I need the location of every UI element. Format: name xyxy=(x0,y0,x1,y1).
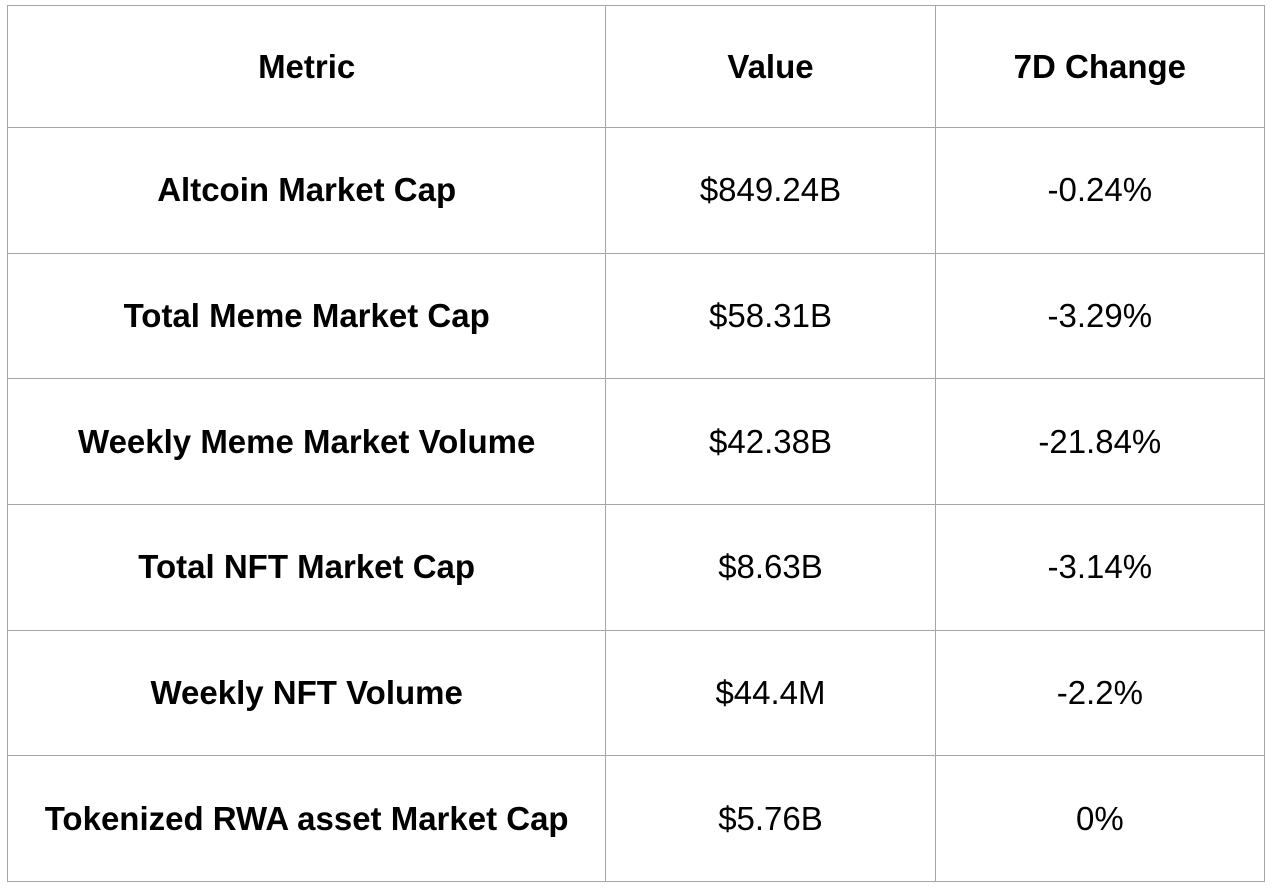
table-row: Tokenized RWA asset Market Cap $5.76B 0% xyxy=(6,755,1266,882)
cell-change: 0% xyxy=(934,755,1266,882)
cell-metric: Tokenized RWA asset Market Cap xyxy=(6,755,607,882)
column-header-metric: Metric xyxy=(6,5,607,128)
table-row: Total Meme Market Cap $58.31B -3.29% xyxy=(6,252,1266,380)
table-header-row: Metric Value 7D Change xyxy=(6,5,1266,128)
cell-value: $5.76B xyxy=(605,755,936,882)
cell-metric: Weekly NFT Volume xyxy=(6,629,607,757)
cell-value: $849.24B xyxy=(605,127,936,254)
column-header-value: Value xyxy=(605,5,936,128)
cell-value: $42.38B xyxy=(605,378,936,505)
table-row: Altcoin Market Cap $849.24B -0.24% xyxy=(6,127,1266,254)
cell-change: -21.84% xyxy=(934,378,1266,505)
cell-value: $44.4M xyxy=(605,629,936,757)
table-row: Weekly NFT Volume $44.4M -2.2% xyxy=(6,629,1266,757)
column-header-7d-change: 7D Change xyxy=(934,5,1266,128)
cell-change: -2.2% xyxy=(934,629,1266,757)
cell-metric: Altcoin Market Cap xyxy=(6,127,607,254)
cell-change: -0.24% xyxy=(934,127,1266,254)
cell-metric: Total Meme Market Cap xyxy=(6,252,607,380)
table-row: Total NFT Market Cap $8.63B -3.14% xyxy=(6,503,1266,631)
cell-metric: Weekly Meme Market Volume xyxy=(6,378,607,505)
cell-value: $58.31B xyxy=(605,252,936,380)
crypto-metrics-table: Metric Value 7D Change Altcoin Market Ca… xyxy=(6,5,1266,882)
metrics-table-container: Metric Value 7D Change Altcoin Market Ca… xyxy=(6,5,1266,882)
cell-change: -3.14% xyxy=(934,503,1266,631)
cell-value: $8.63B xyxy=(605,503,936,631)
table-row: Weekly Meme Market Volume $42.38B -21.84… xyxy=(6,378,1266,505)
cell-change: -3.29% xyxy=(934,252,1266,380)
cell-metric: Total NFT Market Cap xyxy=(6,503,607,631)
